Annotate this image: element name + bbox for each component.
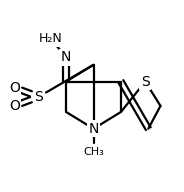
Text: S: S	[141, 74, 150, 89]
Text: S: S	[34, 90, 43, 104]
Text: O: O	[9, 81, 20, 95]
Text: H₂N: H₂N	[39, 32, 63, 46]
Text: CH₃: CH₃	[83, 146, 104, 156]
Text: O: O	[9, 99, 20, 113]
Text: N: N	[88, 122, 99, 136]
Text: N: N	[61, 50, 71, 64]
